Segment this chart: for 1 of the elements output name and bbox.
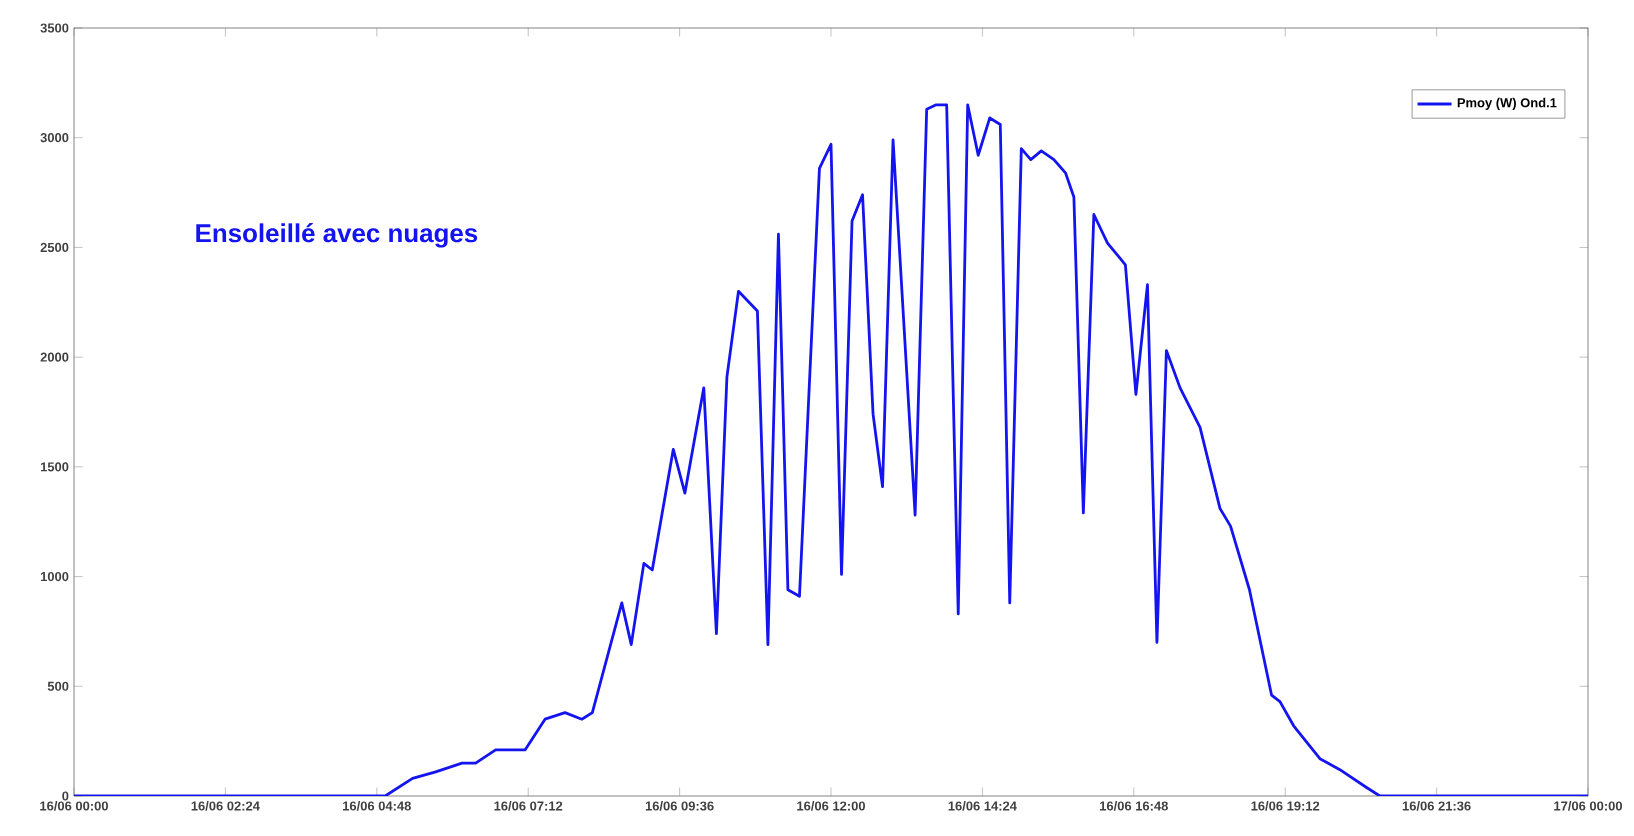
annotation: Ensoleillé avec nuages (196, 223, 478, 248)
